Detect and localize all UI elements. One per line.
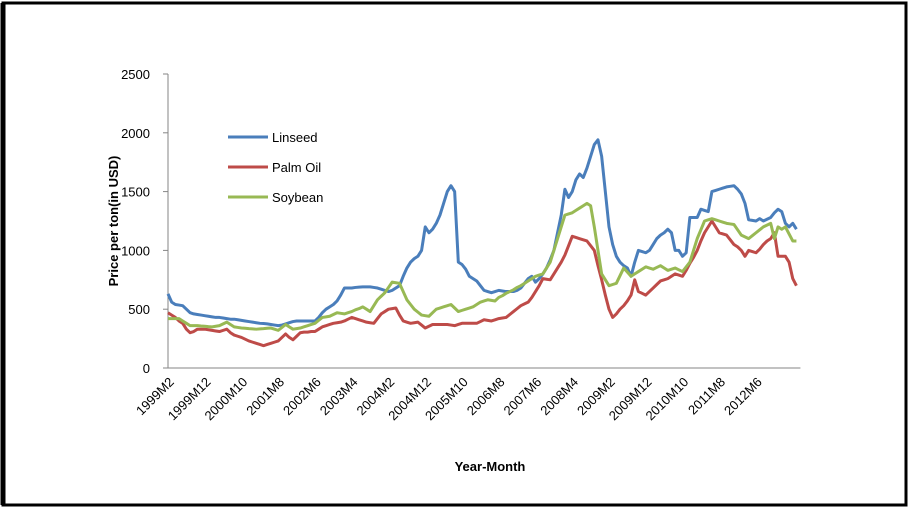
series-line xyxy=(166,138,798,328)
y-axis-title: Price per ton(in USD) xyxy=(106,156,121,287)
legend-label: Linseed xyxy=(272,130,318,145)
x-axis-title: Year-Month xyxy=(455,459,526,474)
y-tick-label: 1000 xyxy=(121,243,150,258)
legend-label: Soybean xyxy=(272,190,323,205)
y-tick-label: 0 xyxy=(143,361,150,376)
series-line xyxy=(168,201,797,332)
y-tick-label: 2000 xyxy=(121,126,150,141)
y-tick-label: 2500 xyxy=(121,67,150,82)
y-tick-label: 500 xyxy=(128,302,150,317)
legend-label: Palm Oil xyxy=(272,160,321,175)
y-tick-label: 1500 xyxy=(121,185,150,200)
